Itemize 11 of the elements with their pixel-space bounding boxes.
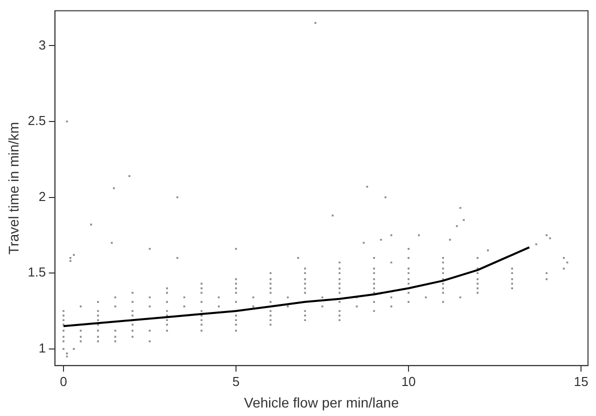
x-axis-title: Vehicle flow per min/lane bbox=[244, 394, 400, 410]
y-tick-label: 1 bbox=[38, 340, 46, 356]
y-axis-title: Travel time in min/km bbox=[5, 122, 22, 254]
y-tick-label: 2.5 bbox=[28, 113, 46, 128]
x-tick-label: 0 bbox=[60, 374, 68, 389]
y-tick-label: 3 bbox=[38, 37, 46, 52]
x-tick-label: 5 bbox=[232, 374, 240, 389]
y-tick-label: 1.5 bbox=[28, 264, 46, 280]
x-tick-label: 15 bbox=[574, 374, 588, 389]
x-tick-label: 10 bbox=[401, 374, 416, 389]
y-tick-label: 2 bbox=[38, 188, 46, 204]
